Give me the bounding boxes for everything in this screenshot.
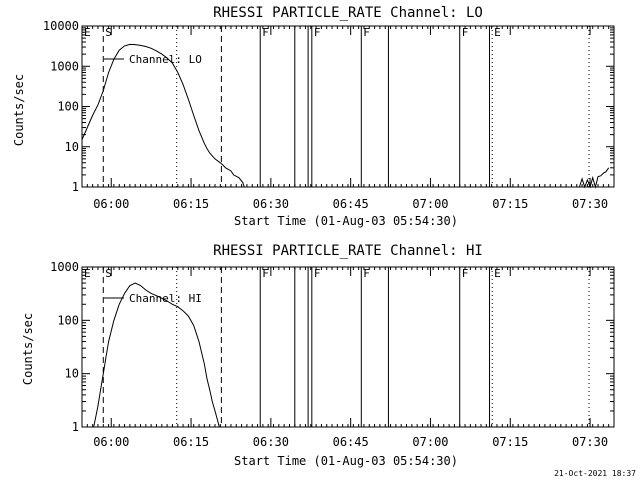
chart-lo-xtick-label: 07:15 [492, 197, 528, 211]
chart-hi-marker-label: F [363, 267, 370, 280]
chart-hi-xtick-label: 07:30 [572, 435, 608, 449]
chart-lo-ylabel: Counts/sec [12, 74, 26, 146]
chart-lo-legend-label: Channel: LO [129, 53, 202, 66]
chart-hi-xtick-label: 06:00 [93, 435, 129, 449]
footer-timestamp: 21-Oct-2021 18:37 [554, 469, 636, 478]
chart-lo-marker-label: E [494, 26, 501, 39]
chart-lo-ytick-label: 1000 [50, 59, 79, 73]
chart-hi-ytick-label: 100 [57, 313, 79, 327]
chart-lo-series-line [578, 167, 610, 189]
chart-lo-xtick-label: 06:45 [333, 197, 369, 211]
chart-hi-marker-label: E [494, 267, 501, 280]
chart-lo-marker-label: S [105, 26, 112, 39]
chart-hi-xtick-label: 06:15 [173, 435, 209, 449]
chart-lo-marker-label: F [462, 26, 469, 39]
chart-hi-marker-label: S [105, 267, 112, 280]
chart-hi-ytick-label: 1 [72, 420, 79, 434]
chart-hi-ytick-label: 10 [65, 367, 79, 381]
chart-lo-xtick-label: 07:30 [572, 197, 608, 211]
chart-hi-marker-label: F [262, 267, 269, 280]
chart-lo-series-line [81, 43, 245, 188]
chart-lo-title: RHESSI PARTICLE_RATE Channel: LO [213, 5, 483, 21]
chart-lo-marker-label: F [363, 26, 370, 39]
chart-lo-xtick-label: 07:00 [412, 197, 448, 211]
chart-hi-panel: RHESSI PARTICLE_RATE Channel: HI Counts/… [21, 243, 615, 468]
chart-hi-xtick-label: 07:15 [492, 435, 528, 449]
chart-hi-ytick-label: 1000 [50, 260, 79, 274]
chart-lo-ytick-label: 1 [72, 180, 79, 194]
chart-hi-marker-label: F [314, 267, 321, 280]
chart-hi-xtick-label: 06:45 [333, 435, 369, 449]
chart-hi-xtick-label: 07:00 [412, 435, 448, 449]
chart-hi-xlabel: Start Time (01-Aug-03 05:54:30) [234, 454, 458, 468]
chart-hi-xtick-label: 06:30 [253, 435, 289, 449]
chart-lo-marker-label: F [314, 26, 321, 39]
chart-lo-panel: RHESSI PARTICLE_RATE Channel: LO Counts/… [12, 5, 615, 228]
chart-lo-xtick-label: 06:30 [253, 197, 289, 211]
chart-lo-ytick-label: 10 [65, 140, 79, 154]
chart-lo-ytick-label: 100 [57, 100, 79, 114]
chart-lo-ytick-label: 10000 [43, 19, 79, 33]
chart-lo-xtick-label: 06:00 [93, 197, 129, 211]
chart-lo-marker-label: F [262, 26, 269, 39]
chart-lo-xlabel: Start Time (01-Aug-03 05:54:30) [234, 214, 458, 228]
chart-hi-ylabel: Counts/sec [21, 313, 35, 385]
chart-hi-series-line [93, 282, 220, 428]
chart-hi-marker-label: F [462, 267, 469, 280]
chart-hi-marker-label: E [84, 267, 91, 280]
chart-hi-legend-label: Channel: HI [129, 292, 202, 305]
chart-hi-title: RHESSI PARTICLE_RATE Channel: HI [213, 243, 483, 259]
chart-lo-xtick-label: 06:15 [173, 197, 209, 211]
chart-lo-marker-label: E [84, 26, 91, 39]
